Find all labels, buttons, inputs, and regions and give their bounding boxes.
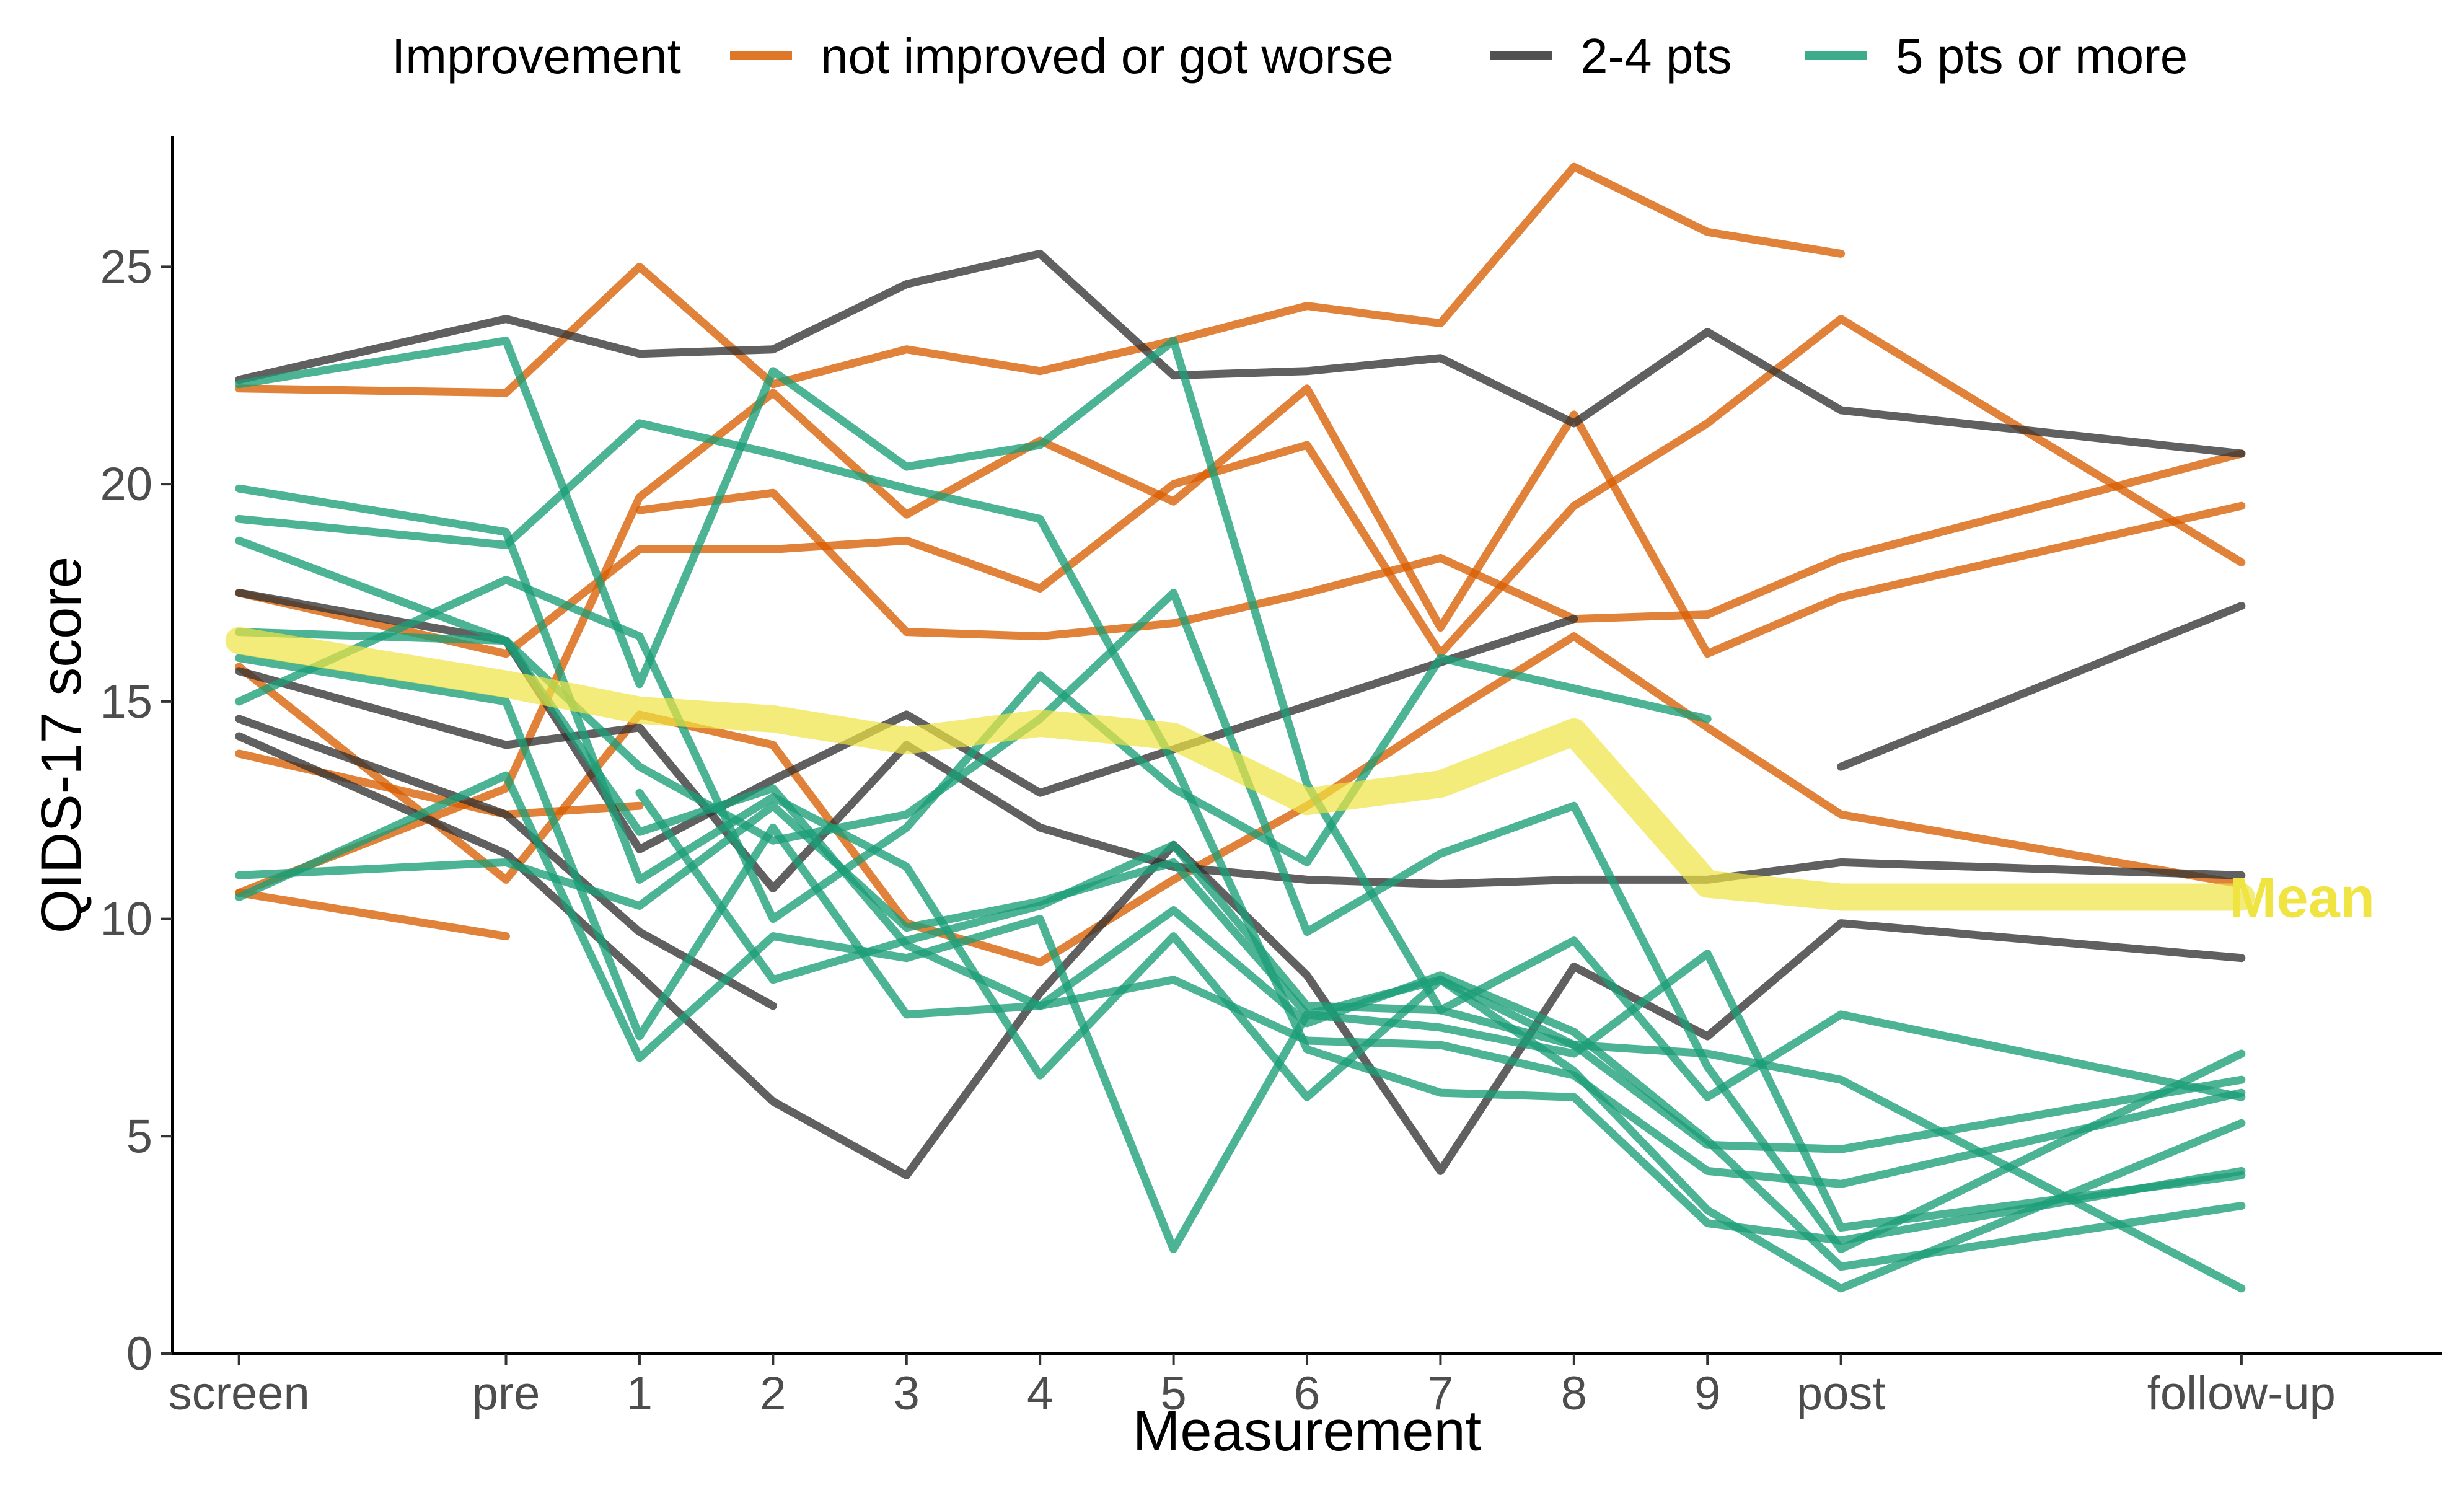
series-line-p2 xyxy=(635,449,2246,641)
series-line-t2 xyxy=(235,484,2246,1293)
x-axis-ticks: screen pre 1 2 3 4 5 6 7 8 9 post follow-up xyxy=(169,1354,2336,1420)
x-tick-label: 1 xyxy=(627,1367,653,1420)
series-line-p1 xyxy=(235,162,1846,397)
legend: Improvement not improved or got worse 2-4… xyxy=(392,29,2188,84)
series-line-p3 xyxy=(235,315,2246,658)
mean-line xyxy=(225,627,2255,911)
series-line-t6 xyxy=(235,654,2246,1188)
y-tick-label: 0 xyxy=(126,1328,152,1380)
x-tick-label: 5 xyxy=(1160,1367,1186,1420)
x-tick-label: post xyxy=(1797,1367,1886,1420)
series-line-t7 xyxy=(235,801,2246,1232)
axes: 0 5 10 15 20 25 screen pre 1 2 3 4 5 6 7 8 9 post follow-… xyxy=(100,136,2442,1420)
x-tick-label: pre xyxy=(472,1367,540,1420)
x-tick-label: 9 xyxy=(1694,1367,1720,1420)
x-tick-label: screen xyxy=(169,1367,310,1420)
series-line-t9 xyxy=(235,576,1712,923)
y-tick-label: 20 xyxy=(100,458,152,511)
series-layer xyxy=(235,162,2246,1293)
y-tick-label: 15 xyxy=(100,676,152,728)
legend-label-2: 5 pts or more xyxy=(1896,29,2188,84)
mean-label: Mean xyxy=(2229,866,2375,930)
mean-layer xyxy=(225,627,2255,911)
y-axis-title: QIDS-17 score xyxy=(30,557,93,933)
y-tick-label: 25 xyxy=(100,240,152,293)
series-line-t5 xyxy=(235,628,2246,1271)
y-tick-label: 5 xyxy=(126,1110,152,1163)
y-axis-ticks: 0 5 10 15 20 25 xyxy=(100,240,172,1380)
y-tick-label: 10 xyxy=(100,893,152,946)
series-line-t10 xyxy=(635,788,2246,1101)
series-line-p7 xyxy=(235,889,510,941)
series-line-t8 xyxy=(235,771,2246,1293)
x-tick-label: 3 xyxy=(894,1367,920,1420)
x-tick-label: follow-up xyxy=(2147,1367,2336,1420)
x-tick-label: 4 xyxy=(1027,1367,1053,1420)
series-line-t3 xyxy=(235,419,2246,1245)
series-line-p6 xyxy=(235,384,2246,897)
x-tick-label: 6 xyxy=(1294,1367,1320,1420)
x-tick-label: 7 xyxy=(1427,1367,1453,1420)
legend-title: Improvement xyxy=(392,29,681,84)
x-tick-label: 8 xyxy=(1561,1367,1587,1420)
series-line-t4 xyxy=(235,536,2246,1254)
x-tick-label: 2 xyxy=(760,1367,786,1420)
legend-label-0: not improved or got worse xyxy=(821,29,1394,84)
x-axis-title: Measurement xyxy=(1133,1399,1481,1463)
series-line-g1 xyxy=(235,249,2246,458)
legend-label-1: 2-4 pts xyxy=(1580,29,1732,84)
